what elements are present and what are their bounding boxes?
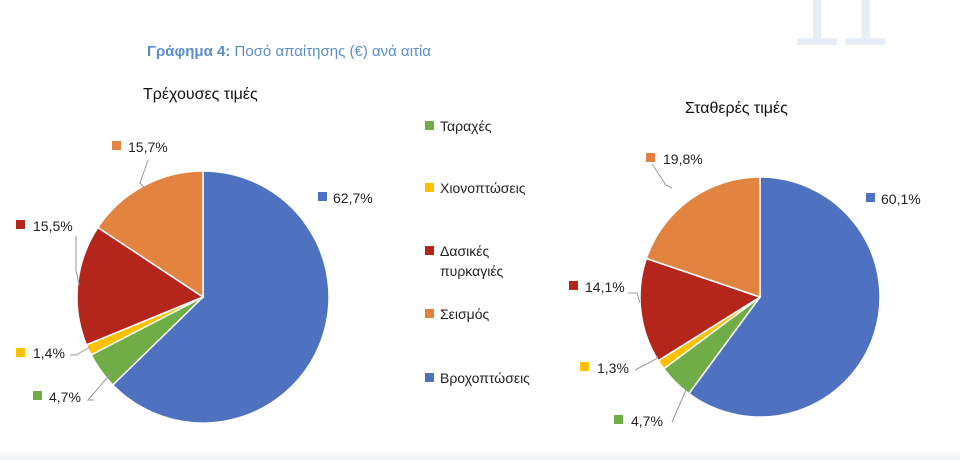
data-label-swatch-4 — [112, 141, 121, 150]
legend-item-snowfall: Χιονοπτώσεις — [425, 178, 525, 198]
data-label-1: 4,7% — [631, 413, 663, 429]
data-label-1: 4,7% — [49, 389, 81, 405]
figure-title: Γράφημα 4: Ποσό απαίτησης (€) ανά αιτία — [147, 43, 431, 60]
data-label-3: 15,5% — [33, 218, 73, 234]
data-label-3: 14,1% — [585, 279, 625, 295]
data-label-swatch-4 — [646, 153, 655, 162]
pie-slice-constant-3 — [639, 257, 762, 362]
pie-slice-current-0 — [111, 170, 330, 424]
leader-line-3 — [628, 292, 641, 304]
legend-label-riots: Ταραχές — [440, 118, 492, 134]
data-label-swatch-1 — [614, 415, 623, 424]
legend-label-earthquake: Σεισμός — [440, 306, 490, 322]
figure-title-text: Ποσό απαίτησης (€) ανά αιτία — [230, 43, 431, 60]
pie-slice-constant-0 — [687, 176, 881, 418]
legend-item-riots: Ταραχές — [425, 116, 492, 136]
leader-line-4 — [139, 159, 149, 189]
legend-label-rainfall: Βροχοπτώσεις — [440, 370, 530, 386]
legend-label-snowfall: Χιονοπτώσεις — [440, 180, 526, 196]
data-label-swatch-1 — [33, 391, 42, 400]
data-label-swatch-2 — [16, 348, 25, 357]
data-label-swatch-3 — [569, 281, 578, 290]
legend-swatch-rainfall — [425, 373, 434, 382]
leader-line-2 — [70, 346, 91, 356]
page-number: 11 — [790, 0, 894, 65]
chart-title-constant-prices: Σταθερές τιμές — [685, 100, 788, 117]
data-label-swatch-0 — [866, 193, 875, 202]
leader-line-4 — [651, 163, 673, 189]
data-label-0: 62,7% — [333, 190, 373, 206]
legend-swatch-snowfall — [425, 183, 434, 192]
data-label-0: 60,1% — [881, 191, 921, 207]
data-label-swatch-3 — [16, 220, 25, 229]
chart-title-current-prices: Τρέχουσες τιμές — [143, 86, 258, 103]
leader-line-1 — [86, 371, 113, 401]
data-label-2: 1,4% — [33, 345, 65, 361]
legend-swatch-forest-fires — [425, 246, 434, 255]
data-label-swatch-2 — [580, 362, 589, 371]
data-label-4: 19,8% — [663, 151, 703, 167]
legend-item-earthquake: Σεισμός — [425, 304, 489, 324]
data-label-swatch-0 — [318, 192, 327, 201]
data-label-4: 15,7% — [128, 139, 168, 155]
legend-item-rainfall: Βροχοπτώσεις — [425, 368, 530, 388]
legend-swatch-earthquake — [425, 309, 434, 318]
leader-line-2 — [634, 355, 659, 371]
pie-slice-constant-4 — [645, 176, 761, 299]
pie-slice-current-3 — [76, 226, 205, 346]
leader-line-1 — [671, 388, 687, 423]
legend-swatch-riots — [425, 121, 434, 130]
figure-title-number: Γράφημα 4: — [147, 43, 231, 60]
data-label-2: 1,3% — [597, 360, 629, 376]
leader-line-3 — [75, 236, 80, 286]
page-bottom-edge — [0, 450, 960, 460]
legend-item-forest-fires: Δασικές πυρκαγιές — [425, 241, 530, 281]
legend-label-forest-fires: Δασικές πυρκαγιές — [440, 243, 504, 279]
